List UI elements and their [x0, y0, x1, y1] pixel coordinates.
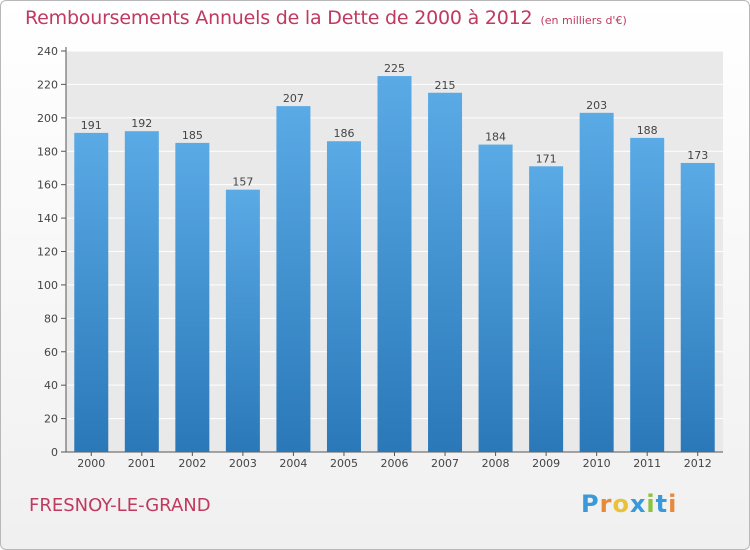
bar — [326, 141, 361, 452]
bar — [276, 106, 311, 452]
bar — [225, 189, 260, 452]
logo-letter: t — [655, 490, 669, 518]
bar-value-label: 173 — [687, 149, 708, 162]
bar-value-label: 203 — [586, 99, 607, 112]
x-tick-label: 2000 — [77, 457, 105, 470]
logo-letter: i — [646, 490, 656, 518]
bar — [175, 142, 210, 453]
x-tick-label: 2008 — [482, 457, 510, 470]
bar — [124, 131, 159, 452]
y-tick-label: 120 — [37, 246, 58, 259]
x-tick-label: 2007 — [431, 457, 459, 470]
x-tick-label: 2011 — [633, 457, 661, 470]
x-tick-label: 2001 — [128, 457, 156, 470]
logo-letter: r — [599, 490, 613, 518]
bar-value-label: 184 — [485, 131, 506, 144]
bar-value-label: 225 — [384, 62, 405, 75]
y-tick-label: 140 — [37, 212, 58, 225]
bar-value-label: 192 — [131, 117, 152, 130]
logo-letter: o — [612, 490, 630, 518]
bar — [428, 92, 463, 452]
proxiti-logo: Proxiti — [581, 490, 677, 518]
bar — [680, 162, 715, 452]
bar — [529, 166, 564, 452]
x-tick-label: 2006 — [381, 457, 409, 470]
chart-title-text: Remboursements Annuels de la Dette de 20… — [25, 7, 533, 29]
bar-value-label: 207 — [283, 92, 304, 105]
x-tick-label: 2012 — [684, 457, 712, 470]
y-tick-label: 20 — [44, 413, 58, 426]
y-tick-label: 180 — [37, 145, 58, 158]
bar-value-label: 186 — [333, 127, 354, 140]
y-tick-label: 200 — [37, 112, 58, 125]
y-tick-label: 40 — [44, 379, 58, 392]
bar — [74, 132, 109, 452]
bar-value-label: 171 — [536, 152, 557, 165]
commune-name: FRESNOY-LE-GRAND — [29, 495, 211, 516]
bar-value-label: 188 — [637, 124, 658, 137]
x-tick-label: 2010 — [583, 457, 611, 470]
bar-value-label: 215 — [435, 79, 456, 92]
x-tick-label: 2005 — [330, 457, 358, 470]
x-tick-label: 2004 — [279, 457, 307, 470]
bar — [579, 112, 614, 452]
y-tick-label: 220 — [37, 78, 58, 91]
chart-unit-label: (en milliers d'€) — [540, 14, 627, 27]
bar-value-label: 191 — [81, 119, 102, 132]
bar — [377, 76, 412, 452]
x-tick-label: 2009 — [532, 457, 560, 470]
x-tick-label: 2002 — [178, 457, 206, 470]
bar — [630, 137, 665, 452]
y-tick-label: 160 — [37, 179, 58, 192]
y-tick-label: 0 — [51, 446, 58, 459]
x-tick-label: 2003 — [229, 457, 257, 470]
logo-letter: P — [581, 490, 600, 518]
bar — [478, 144, 513, 453]
y-tick-label: 80 — [44, 312, 58, 325]
y-tick-label: 60 — [44, 346, 58, 359]
bar-value-label: 185 — [182, 129, 203, 142]
bar-value-label: 157 — [232, 176, 253, 189]
y-tick-label: 100 — [37, 279, 58, 292]
y-tick-label: 240 — [37, 45, 58, 58]
logo-letter: i — [668, 490, 678, 518]
chart-title: Remboursements Annuels de la Dette de 20… — [25, 7, 627, 29]
logo-letter: x — [629, 490, 647, 518]
